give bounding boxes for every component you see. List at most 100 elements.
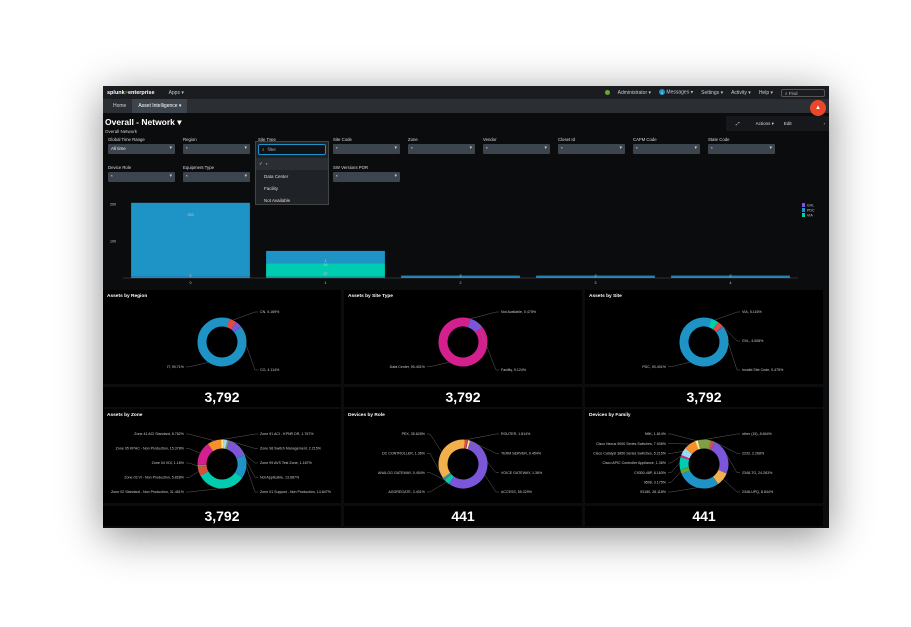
- donut-slice[interactable]: [676, 436, 732, 492]
- donut-slice[interactable]: [197, 439, 247, 489]
- site-type-dropdown-menu: ⌕ filter ✓ * Data Center Facility Not Avai…: [255, 141, 329, 205]
- donut-slice[interactable]: [195, 437, 249, 491]
- donut-leader-line: [722, 326, 740, 371]
- total-devices-by-family: 441: [585, 506, 823, 526]
- donut-leader-line: [225, 439, 258, 449]
- donut-slice-label: CN, 5.169%: [260, 310, 280, 314]
- closet-id-select[interactable]: *: [558, 144, 625, 154]
- donut-leader-line: [222, 433, 258, 440]
- donut-slice-label: Zone 04 VDI, 1.16%: [152, 461, 185, 465]
- donut-slice-label: Zone 99 AVS Test Zone, 1.187%: [260, 461, 313, 465]
- donut-slice[interactable]: [435, 436, 491, 492]
- donut-leader-line: [668, 451, 684, 454]
- actions-menu[interactable]: Actions ▾: [755, 120, 774, 126]
- donut-chart: IT, 90.71% CN, 5.169% CO, 4.114%: [167, 310, 280, 372]
- donut-slice-label: Invalid Site Code, 0.475%: [742, 368, 784, 372]
- nav-home[interactable]: Home: [113, 103, 127, 109]
- dropdown-option-data-center[interactable]: Data Center: [264, 173, 289, 179]
- panel-title: Assets by Site: [589, 294, 622, 299]
- donut-slice[interactable]: [197, 439, 247, 489]
- donut-slice[interactable]: [438, 439, 488, 489]
- donut-slice[interactable]: [194, 436, 249, 491]
- panel-title: Assets by Site Type: [348, 294, 393, 299]
- check-icon: ✓: [259, 161, 263, 166]
- splunk-logo[interactable]: splunk>enterprise: [107, 89, 155, 96]
- input-panel: Global Time Range All time Region * Site Typ…: [103, 135, 829, 191]
- legend-label: GVL: [807, 204, 814, 208]
- panel-title: Devices by Role: [348, 413, 385, 418]
- donut-slice-label: Not Available, 0.475%: [501, 310, 537, 314]
- donut-leader-line: [186, 471, 199, 478]
- state-code-select[interactable]: *: [708, 144, 775, 154]
- activity-menu[interactable]: Activity ▾: [731, 89, 751, 96]
- donut-leader-line: [668, 463, 680, 473]
- donut-leader-line: [228, 440, 258, 464]
- donut-slice[interactable]: [676, 314, 732, 370]
- donut-slice-label: Data Center, 90.401%: [390, 365, 426, 369]
- donut-slice[interactable]: [435, 436, 491, 492]
- donut-slice-label: ANALOG GATEWAY, 0.454%: [378, 471, 426, 475]
- donut-slice[interactable]: [679, 439, 729, 489]
- donut-slice[interactable]: [194, 314, 250, 370]
- cafm-code-select[interactable]: *: [633, 144, 700, 154]
- donut-slice[interactable]: [438, 439, 488, 489]
- global-time-range-select[interactable]: All time: [108, 144, 175, 154]
- dropdown-option-facility[interactable]: Facility: [264, 185, 279, 191]
- bar-data-label: 37: [324, 272, 328, 276]
- app-nav-bar: Home Asset Intelligence ▾: [103, 99, 829, 113]
- donut-slice[interactable]: [194, 436, 250, 492]
- region-select[interactable]: *: [183, 144, 250, 154]
- donut-slice-label: N9K, 1.814%: [645, 432, 667, 436]
- donut-slice-label: Cisco APIC Controller Appliance, 1.36%: [602, 461, 666, 465]
- donut-slice[interactable]: [196, 438, 248, 490]
- fullscreen-icon[interactable]: ⤢: [736, 121, 740, 126]
- donut-slice[interactable]: [435, 314, 491, 370]
- donut-leader-line: [714, 311, 740, 321]
- donut-slice[interactable]: [676, 314, 732, 370]
- donut-slice-label: IT, 90.71%: [167, 365, 185, 369]
- input-device-role: Device Role *: [108, 165, 175, 182]
- dropdown-option-all[interactable]: ✓ *: [256, 158, 328, 170]
- input-label: Site Code: [333, 137, 352, 142]
- donut-chart: Zone 41 ACI Standard, 8.782% Zone 05 KPHC…: [111, 432, 332, 494]
- dropdown-option-not-available[interactable]: Not Available: [264, 197, 291, 203]
- donut-slice[interactable]: [679, 439, 729, 489]
- donut-slice[interactable]: [197, 439, 247, 489]
- y-tick-label: 100: [110, 240, 116, 244]
- administrator-menu[interactable]: Administrator ▾: [617, 89, 652, 96]
- donut-leader-line: [427, 433, 442, 452]
- donut-slice[interactable]: [197, 439, 247, 489]
- device-role-select[interactable]: *: [108, 172, 175, 182]
- help-menu[interactable]: Help ▾: [758, 89, 773, 96]
- panel-title: Assets by Zone: [107, 413, 143, 418]
- dashboard-title[interactable]: Overall - Network ▾: [105, 117, 182, 127]
- site-code-select[interactable]: *: [333, 144, 400, 154]
- settings-menu[interactable]: Settings ▾: [701, 89, 724, 96]
- find-input[interactable]: ⌕ Find: [781, 88, 825, 97]
- input-site-code: Site Code *: [333, 137, 400, 154]
- panel-title: Devices by Family: [589, 413, 631, 418]
- donut-slice-label: TERM SERVER, 0.454%: [501, 452, 542, 456]
- equipment-type-select[interactable]: *: [183, 172, 250, 182]
- zone-select[interactable]: *: [408, 144, 475, 154]
- messages-menu[interactable]: 1 Messages ▾: [659, 89, 694, 96]
- input-label: Vendor: [483, 137, 497, 142]
- vendor-select[interactable]: *: [483, 144, 550, 154]
- app-logo-icon[interactable]: ▲: [810, 100, 826, 116]
- bar-gvl-2: [401, 276, 520, 278]
- apps-menu[interactable]: Apps ▾: [168, 89, 184, 96]
- donut-leader-line: [466, 433, 499, 440]
- input-global-time-range: Global Time Range All time: [108, 137, 175, 154]
- total-assets-by-site-type: 3,792: [344, 387, 582, 407]
- sw-versions-por-select[interactable]: *: [333, 172, 400, 182]
- donut-slice[interactable]: [676, 314, 732, 370]
- chevron-right-icon[interactable]: ›: [823, 121, 826, 126]
- bar-gvl-0: [131, 276, 250, 278]
- nav-asset-intelligence[interactable]: Asset Intelligence ▾: [132, 99, 188, 113]
- donut-leader-line: [668, 362, 691, 367]
- dropdown-filter-input[interactable]: ⌕ filter: [258, 144, 326, 155]
- donut-chart: PEX, 35.828% DC CONTROLLER, 1.36% ANALOG G…: [378, 432, 543, 494]
- edit-button[interactable]: Edit: [783, 121, 792, 126]
- donut-slice[interactable]: [194, 314, 250, 370]
- bar-pdc-2: [401, 275, 520, 277]
